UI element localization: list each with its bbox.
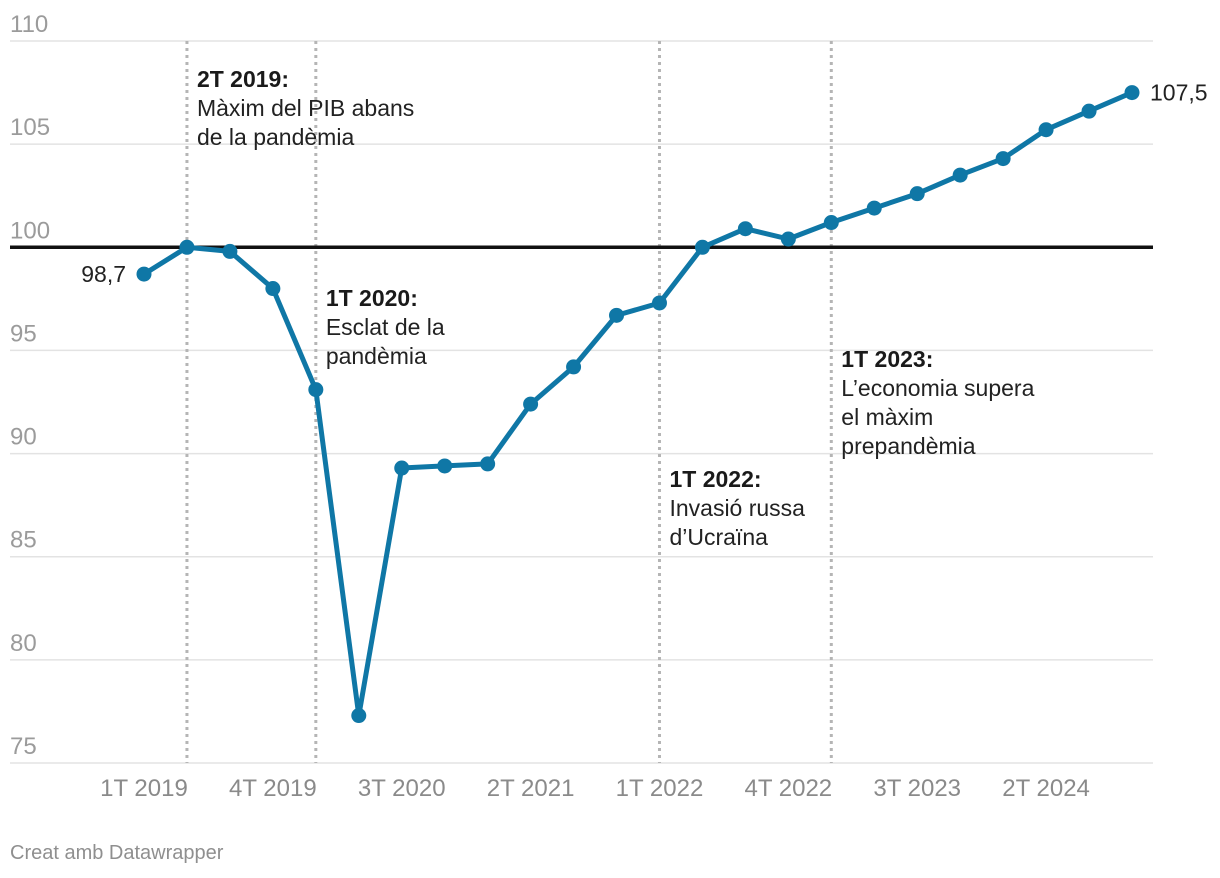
- data-point: [609, 307, 625, 323]
- y-tick-label: 100: [10, 217, 50, 244]
- annotation-title: 1T 2023:: [841, 346, 933, 372]
- x-axis-ticks: 1T 2019 4T 2019 3T 2020 2T 2021 1T 2022 4T 20…: [100, 775, 1090, 802]
- x-tick-label: 2T 2024: [1002, 775, 1090, 802]
- data-point: [351, 708, 367, 724]
- data-point: [1038, 122, 1054, 138]
- data-point: [995, 151, 1011, 167]
- annotation-text: pandèmia: [326, 343, 427, 369]
- x-tick-label: 3T 2020: [358, 775, 446, 802]
- gdp-series: [136, 85, 1140, 724]
- annotation-title: 2T 2019:: [197, 66, 289, 92]
- annotations: 2T 2019: Màxim del PIB abans de la pandèmi…: [197, 66, 1035, 550]
- y-gridlines: 110 105 100 95 90 85 80 75: [10, 11, 1153, 764]
- y-tick-label: 75: [10, 733, 37, 760]
- annotation-text: Màxim del PIB abans: [197, 95, 414, 121]
- data-point: [866, 200, 882, 216]
- y-tick-label: 95: [10, 320, 37, 347]
- annotation-text: L’economia supera: [841, 375, 1034, 401]
- x-tick-label: 1T 2022: [616, 775, 704, 802]
- data-label: 98,7: [81, 261, 126, 287]
- y-tick-label: 110: [10, 11, 48, 38]
- data-point: [823, 215, 839, 231]
- series-line: [141, 90, 1135, 719]
- data-point: [179, 239, 195, 255]
- event-marker-lines: [185, 41, 833, 763]
- data-point: [1124, 85, 1140, 101]
- annotation-text: d’Ucraïna: [669, 524, 768, 550]
- data-point: [136, 266, 152, 282]
- x-tick-label: 2T 2021: [487, 775, 575, 802]
- data-point: [694, 239, 710, 255]
- y-tick-label: 105: [10, 114, 50, 141]
- data-label: 107,5: [1150, 80, 1208, 106]
- x-tick-label: 3T 2023: [873, 775, 961, 802]
- data-point: [480, 456, 496, 472]
- data-point: [780, 231, 796, 247]
- data-point: [566, 359, 582, 375]
- data-point: [222, 243, 238, 259]
- data-point: [437, 458, 453, 474]
- annotation-text: el màxim: [841, 404, 933, 430]
- data-point: [265, 281, 281, 297]
- data-point: [523, 396, 539, 412]
- data-labels: 98,7 107,5: [81, 80, 1207, 288]
- x-tick-label: 1T 2019: [100, 775, 188, 802]
- annotation-text: Esclat de la: [326, 314, 445, 340]
- data-point: [909, 186, 925, 202]
- credit-text: Creat amb Datawrapper: [10, 842, 224, 864]
- annotation-title: 1T 2020:: [326, 285, 418, 311]
- annotation-title: 1T 2022:: [669, 466, 761, 492]
- data-point: [651, 295, 667, 311]
- annotation-text: de la pandèmia: [197, 124, 354, 150]
- data-point: [737, 221, 753, 237]
- y-tick-label: 85: [10, 527, 37, 554]
- y-tick-label: 80: [10, 630, 37, 657]
- x-tick-label: 4T 2022: [745, 775, 833, 802]
- data-point: [394, 460, 410, 476]
- x-tick-label: 4T 2019: [229, 775, 317, 802]
- data-point: [308, 382, 324, 398]
- annotation-text: Invasió russa: [669, 495, 805, 521]
- data-point: [1081, 103, 1097, 119]
- annotation-text: prepandèmia: [841, 433, 975, 459]
- data-point: [952, 167, 968, 183]
- y-tick-label: 90: [10, 424, 37, 451]
